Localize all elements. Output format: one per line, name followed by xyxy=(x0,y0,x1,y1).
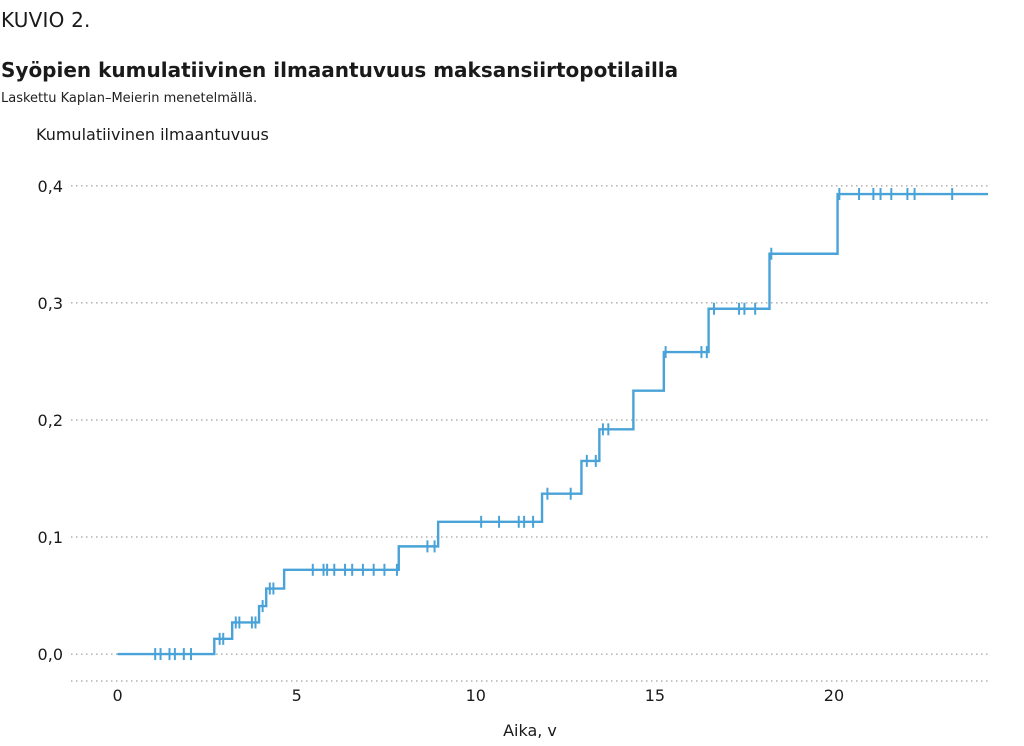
figure-label: KUVIO 2. xyxy=(1,8,91,32)
chart-title: Syöpien kumulatiivinen ilmaantuvuus maks… xyxy=(1,58,679,82)
grid-lines xyxy=(71,185,988,682)
series-step-line xyxy=(117,192,988,656)
series-layer xyxy=(117,188,988,661)
y-tick-label: 0,3 xyxy=(38,294,63,313)
x-tick-label: 5 xyxy=(292,686,302,705)
x-tick-labels: 0 5 10 15 20 xyxy=(112,686,844,705)
x-tick-label: 15 xyxy=(645,686,665,705)
y-tick-labels: 0,0 0,1 0,2 0,3 0,4 xyxy=(38,177,63,664)
y-tick-label: 0,2 xyxy=(38,411,63,430)
chart-subtitle: Laskettu Kaplan–Meierin menetelmällä. xyxy=(1,91,258,106)
x-tick-label: 20 xyxy=(824,686,844,705)
y-tick-label: 0,4 xyxy=(38,177,63,196)
y-tick-label: 0,1 xyxy=(38,528,63,547)
x-tick-label: 0 xyxy=(112,686,122,705)
y-axis-title: Kumulatiivinen ilmaantuvuus xyxy=(36,125,269,144)
y-tick-label: 0,0 xyxy=(38,645,63,664)
x-axis-title: Aika, v xyxy=(503,721,557,740)
x-tick-label: 10 xyxy=(466,686,486,705)
